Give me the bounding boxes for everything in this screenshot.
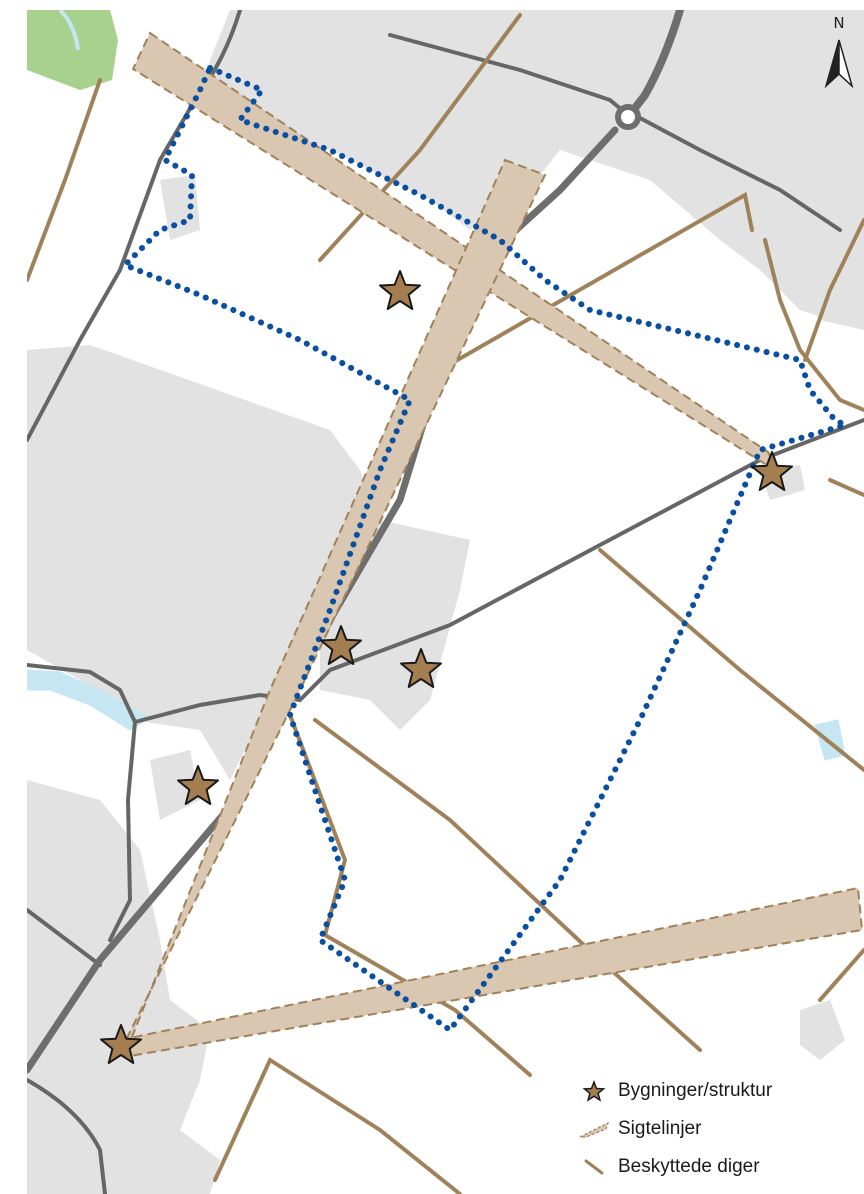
legend: Bygninger/struktur Sigtelinjer Beskytted… <box>570 1068 850 1192</box>
building-star-5 <box>177 765 219 805</box>
legend-label-dikes: Beskyttede diger <box>618 1156 760 1177</box>
green-area <box>27 10 118 90</box>
north-arrow: N <box>824 14 854 89</box>
building-star-2 <box>751 451 793 491</box>
study-boundary <box>119 64 854 1035</box>
sightline-icon <box>570 1114 618 1144</box>
dike-icon <box>570 1152 618 1182</box>
sightline-2 <box>119 158 547 1053</box>
building-star-6 <box>100 1024 142 1064</box>
legend-label-buildings: Bygninger/struktur <box>618 1080 773 1101</box>
building-star-4 <box>400 648 442 688</box>
sightlines <box>118 31 864 1058</box>
legend-item-buildings: Bygninger/struktur <box>570 1072 850 1110</box>
buildings-structures <box>100 270 793 1064</box>
building-star-3 <box>320 625 362 665</box>
star-icon <box>570 1076 618 1106</box>
roads <box>27 10 864 1194</box>
protected-dikes <box>27 13 864 1194</box>
legend-label-sightlines: Sigtelinjer <box>618 1118 702 1139</box>
north-label: N <box>833 14 844 32</box>
sightline-1 <box>131 31 781 475</box>
legend-item-sightlines: Sigtelinjer <box>570 1110 850 1148</box>
legend-item-dikes: Beskyttede diger <box>570 1148 850 1186</box>
building-star-1 <box>379 270 421 310</box>
